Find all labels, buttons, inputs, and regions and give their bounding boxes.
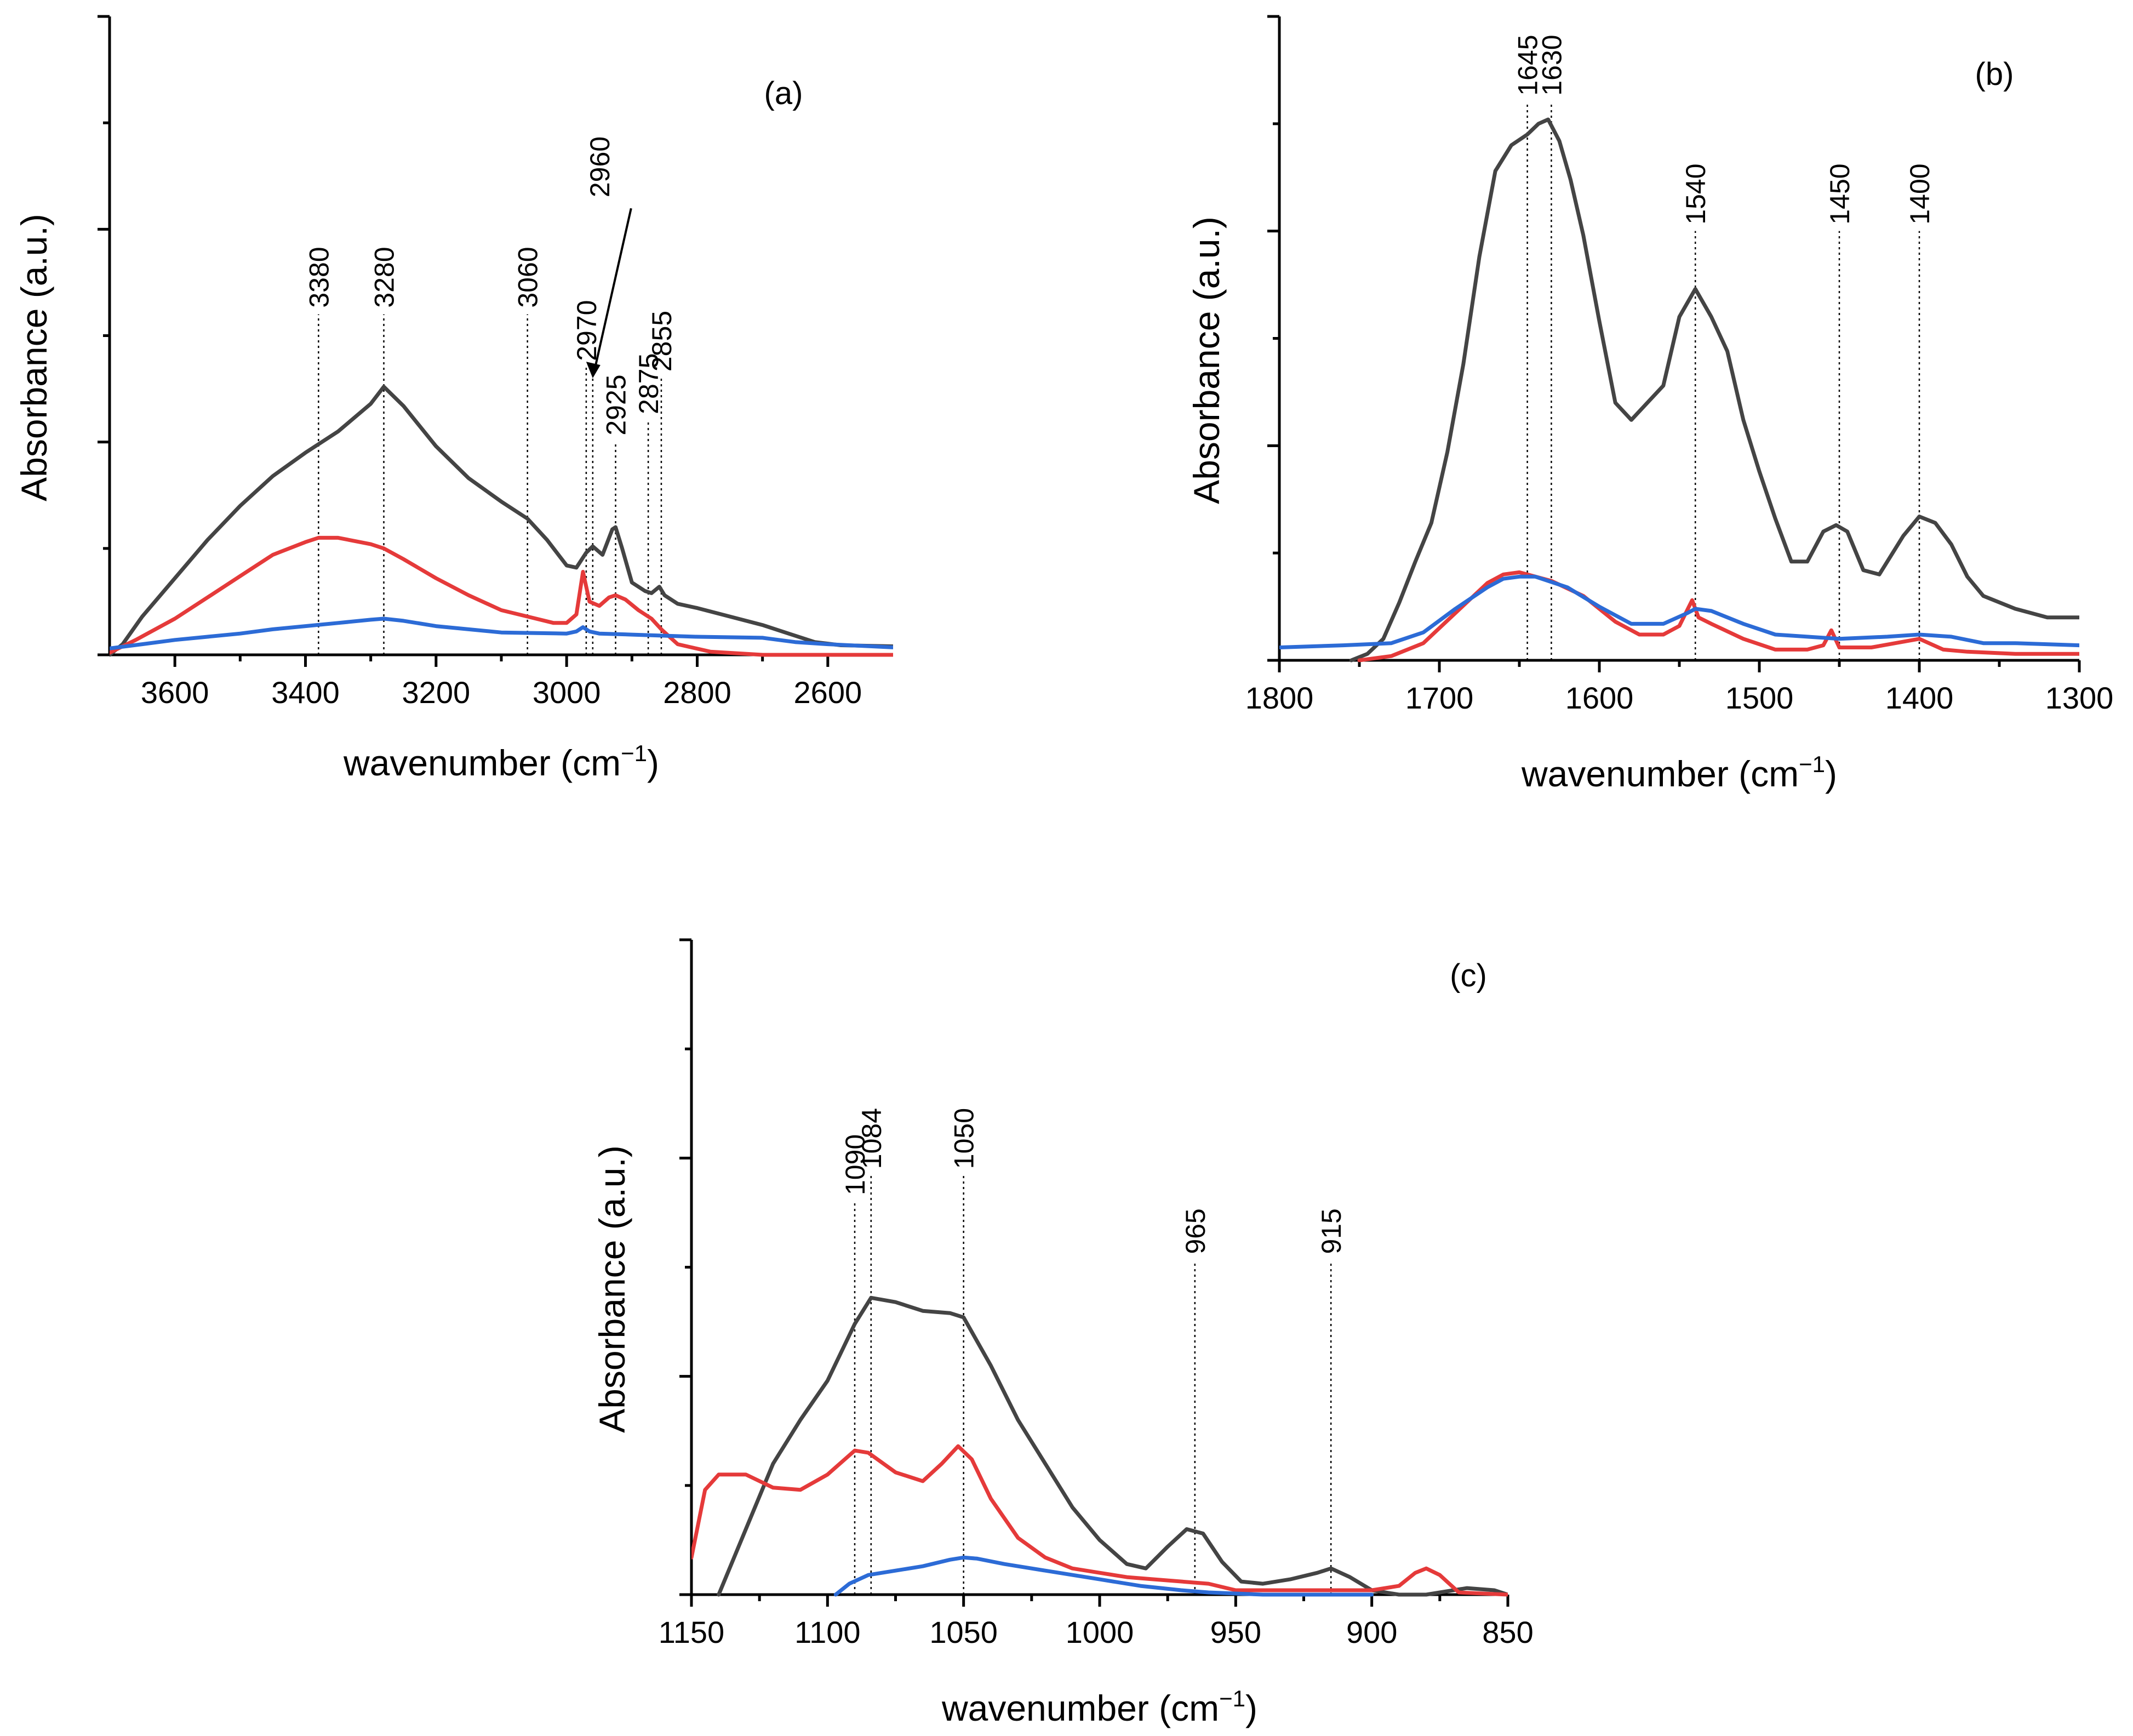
panel-label: (c) [1450,958,1487,993]
peak-label: 2960 [585,136,615,197]
series-line-red [1357,570,2079,663]
series-line-blue [833,1555,1374,1597]
x-axis-title-close: ) [647,743,659,783]
x-tick-label: 1050 [929,1615,998,1649]
peak-label: 1645 [1513,35,1543,95]
x-axis-title: wavenumber (cm−1) [941,1686,1257,1728]
series-line-dark [110,385,893,657]
x-tick-label: 1000 [1066,1615,1134,1649]
x-axis-title-main: wavenumber (cm [941,1688,1219,1728]
x-tick-label: 1500 [1725,681,1794,715]
x-tick-label: 3200 [402,675,471,710]
series-line-dark [1349,117,2079,663]
peak-arrow-head [586,362,601,379]
peak-label: 2925 [601,374,632,435]
peak-label: 1084 [856,1108,887,1169]
peak-label: 1540 [1680,163,1711,224]
peak-label: 3380 [304,247,334,307]
chart-panel-b: 1800 1700 1600 1500 1400 1300 wavenumber (cm−1… [1186,15,2114,794]
x-tick-label: 900 [1346,1615,1397,1649]
x-tick-label: 1150 [659,1615,724,1649]
series-line-red [110,535,893,657]
peak-label: 1090 [840,1134,871,1195]
x-axis-title-close: ) [1825,753,1837,794]
peak-arrow-line [593,208,632,369]
x-axis-title: wavenumber (cm−1) [1521,751,1837,794]
x-tick-label: 850 [1482,1615,1533,1649]
y-axis-title: Absorbance (a.u.) [1186,216,1227,504]
x-tick-label: 1300 [2045,681,2114,715]
x-tick-label: 2600 [794,675,862,710]
x-axis-title-sup: −1 [1219,1686,1245,1711]
chart-panel-c: 1150 1100 1050 1000 950 900 850 wavenumber (cm−… [592,938,1534,1728]
peak-label: 1400 [1905,163,1935,224]
x-tick-label: 1800 [1245,681,1314,715]
peak-label: 1050 [949,1108,980,1169]
x-axis-title-main: wavenumber (cm [343,743,621,783]
y-axis-title: Absorbance (a.u.) [14,214,54,501]
x-tick-label: 1600 [1565,681,1634,715]
series-line-red [691,1444,1508,1597]
panel-label: (b) [1975,56,2014,92]
peak-label: 3280 [369,247,400,307]
peak-label: 3060 [513,247,544,307]
x-tick-label: 3600 [141,675,209,710]
x-axis-title-close: ) [1245,1688,1257,1728]
peak-label: 2970 [571,300,602,361]
series-line-dark [717,1295,1508,1597]
x-tick-label: 1100 [794,1615,860,1649]
x-axis-title-sup: −1 [1799,751,1825,777]
chart-panel-a: 3600 3400 3200 3000 2800 2600 wavenumber (cm−1… [14,15,893,783]
x-tick-label: 1700 [1405,681,1474,715]
peak-label: 965 [1180,1208,1211,1254]
x-tick-label: 3400 [271,675,340,710]
x-axis-title-main: wavenumber (cm [1521,753,1799,794]
panel-label: (a) [764,76,803,111]
series-line-blue [110,616,893,650]
peak-label: 2875 [633,353,664,414]
x-tick-label: 2800 [663,675,731,710]
peak-label: 1630 [1536,35,1567,95]
peak-label: 915 [1316,1208,1347,1254]
x-tick-label: 950 [1210,1615,1261,1649]
series-line-blue [1279,574,2079,649]
y-axis-title: Absorbance (a.u.) [592,1145,632,1433]
x-axis-title: wavenumber (cm−1) [343,740,659,783]
x-axis-title-sup: −1 [621,740,647,766]
x-tick-label: 1400 [1885,681,1954,715]
x-tick-label: 3000 [533,675,601,710]
peak-label: 2855 [647,311,677,372]
peak-label: 1450 [1825,163,1855,224]
